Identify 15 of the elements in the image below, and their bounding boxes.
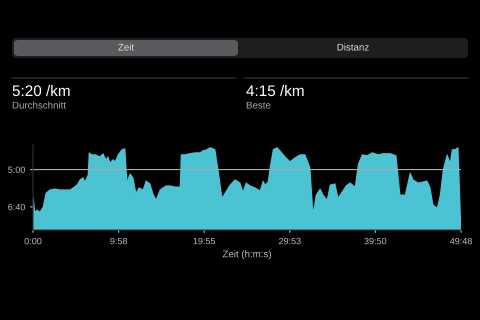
text: Beste bbox=[246, 102, 270, 109]
x-tick-label: 9:58 bbox=[110, 238, 128, 244]
text: Zeit bbox=[118, 43, 134, 51]
x-tick-label: 49:48 bbox=[450, 238, 472, 244]
x-tick-label: 39:50 bbox=[364, 238, 386, 244]
text: Distanz bbox=[338, 43, 369, 51]
x-tick-label: 19:55 bbox=[194, 238, 216, 244]
text: 4:15 /km bbox=[246, 84, 304, 96]
text: 5:20 /km bbox=[12, 84, 70, 96]
text: Durchschnitt bbox=[12, 101, 66, 109]
x-tick-label: 29:53 bbox=[278, 238, 301, 244]
x-tick-label: 0:00 bbox=[24, 238, 42, 244]
y-tick-label: 6:40 bbox=[8, 204, 26, 210]
y-tick-label: 5:00 bbox=[8, 166, 26, 173]
x-axis-title: Zeit (h:m:s) bbox=[222, 250, 271, 260]
